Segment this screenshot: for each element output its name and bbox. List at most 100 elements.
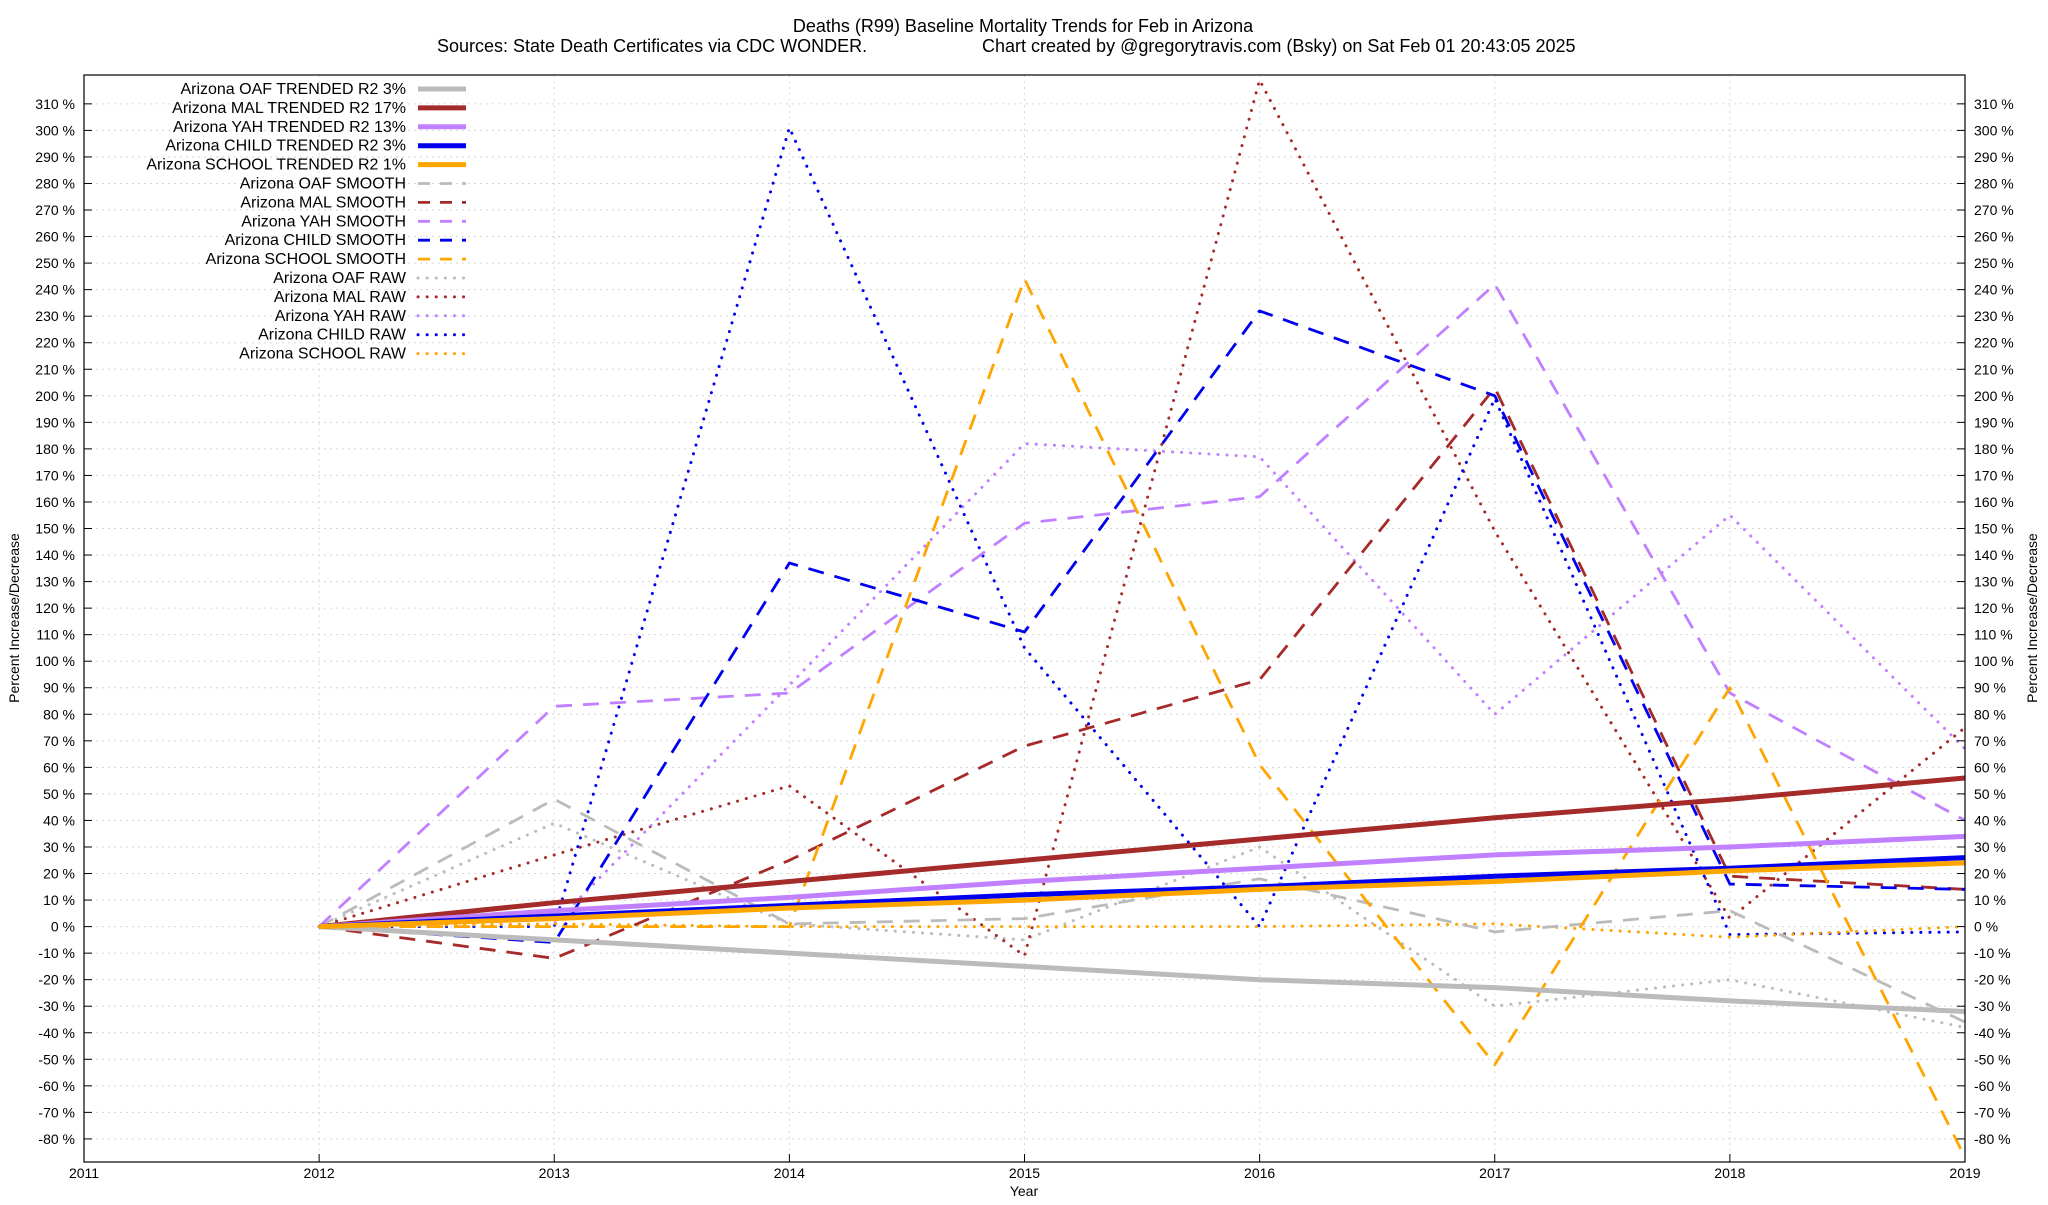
legend-label: Arizona YAH SMOOTH [241,213,406,230]
y-tick-label-right: 100 % [1974,653,2014,669]
y-tick-label-left: -60 % [38,1078,75,1094]
y-tick-label-left: 200 % [35,388,75,404]
y-tick-label-left: 220 % [35,335,75,351]
y-tick-label-left: 250 % [35,255,75,271]
y-tick-label-right: 260 % [1974,229,2014,245]
y-tick-label-left: 210 % [35,361,75,377]
y-tick-label-left: 190 % [35,414,75,430]
y-tick-label-right: 90 % [1974,680,2006,696]
y-tick-label-right: 310 % [1974,96,2014,112]
y-tick-label-left: 230 % [35,308,75,324]
x-tick-label: 2014 [774,1165,805,1181]
y-tick-label-right: 20 % [1974,866,2006,882]
y-tick-label-left: 180 % [35,441,75,457]
legend: Arizona OAF TRENDED R2 3% Arizona MAL TRE… [146,81,468,363]
y-tick-label-left: -20 % [38,972,75,988]
chart-subtitle-sources: Sources: State Death Certificates via CD… [437,36,867,56]
y-tick-label-left: 140 % [35,547,75,563]
y-tick-label-left: 10 % [43,892,75,908]
legend-label: Arizona CHILD SMOOTH [225,232,406,249]
series-line-dash-5 [318,797,1966,1024]
legend-label: Arizona YAH TRENDED R2 13% [173,119,406,136]
y-tick-label-right: -30 % [1974,998,2011,1014]
legend-label: Arizona SCHOOL SMOOTH [206,251,406,268]
series-line-dot-14 [317,922,1967,939]
y-tick-label-right: 10 % [1974,892,2006,908]
x-tick-label: 2011 [69,1165,99,1181]
y-tick-label-right: 170 % [1974,467,2014,483]
y-tick-label-left: 280 % [35,175,75,191]
series-line-solid-1 [318,775,1966,930]
y-tick-label-left: 80 % [43,706,75,722]
series-line-solid-3 [318,855,1966,930]
y-tick-label-left: 60 % [43,759,75,775]
y-tick-label-right: -50 % [1974,1051,2011,1067]
series-line-dot-13 [317,126,1967,937]
legend-label: Arizona MAL SMOOTH [240,194,406,211]
y-tick-label-right: 70 % [1974,733,2006,749]
x-tick-label: 2019 [1949,1165,1980,1181]
y-tick-label-right: -40 % [1974,1025,2011,1041]
y-tick-label-right: 40 % [1974,812,2006,828]
y-tick-label-right: 180 % [1974,441,2014,457]
y-tick-label-right: 130 % [1974,574,2014,590]
y-tick-label-left: 310 % [35,96,75,112]
y-tick-label-left: 30 % [43,839,75,855]
series-line-solid-2 [318,833,1966,930]
series-line-solid-4 [319,860,1966,930]
y-tick-label-left: 40 % [43,812,75,828]
y-tick-label-right: 190 % [1974,414,2014,430]
legend-label: Arizona CHILD TRENDED R2 3% [165,138,406,155]
y-tick-label-left: 0 % [51,919,75,935]
chart-title: Deaths (R99) Baseline Mortality Trends f… [793,16,1254,36]
y-tick-label-right: 240 % [1974,282,2014,298]
y-tick-label-right: 140 % [1974,547,2014,563]
y-tick-label-left: 90 % [43,680,75,696]
legend-label: Arizona MAL RAW [274,289,407,306]
series-line-dash-7 [318,282,1966,928]
y-tick-label-right: 270 % [1974,202,2014,218]
series-line-solid-0 [318,924,1966,1014]
y-tick-label-left: 20 % [43,866,75,882]
x-tick-label: 2013 [539,1165,570,1181]
y-tick-label-left: 160 % [35,494,75,510]
x-tick-label: 2018 [1714,1165,1745,1181]
y-tick-label-right: 80 % [1974,706,2006,722]
y-tick-label-left: 150 % [35,521,75,537]
chart-subtitle-credit: Chart created by @gregorytravis.com (Bsk… [982,36,1576,56]
y-tick-label-right: 60 % [1974,759,2006,775]
legend-label: Arizona SCHOOL TRENDED R2 1% [146,157,406,174]
y-tick-label-right: 50 % [1974,786,2006,802]
y-axis-label-right: Percent Increase/Decrease [2024,533,2040,703]
y-tick-label-left: -80 % [38,1131,75,1147]
y-tick-label-right: 160 % [1974,494,2014,510]
y-tick-label-right: 150 % [1974,521,2014,537]
x-tick-label: 2017 [1479,1165,1510,1181]
y-tick-label-right: 30 % [1974,839,2006,855]
x-tick-label: 2015 [1009,1165,1040,1181]
y-tick-label-left: 130 % [35,574,75,590]
legend-label: Arizona OAF TRENDED R2 3% [180,81,406,98]
x-axis-label: Year [1010,1183,1039,1199]
y-tick-label-right: 300 % [1974,122,2014,138]
axis-ticks: -80 % -80 % -70 % -70 % -60 % -60 % -50 % -50 %… [35,96,2013,1181]
legend-label: Arizona OAF RAW [273,270,407,287]
y-tick-label-right: -80 % [1974,1131,2011,1147]
legend-label: Arizona OAF SMOOTH [240,176,406,193]
series-line-dash-9 [319,277,1967,1159]
y-tick-label-right: -10 % [1974,945,2011,961]
series-group [317,78,1967,1159]
y-tick-label-left: -40 % [38,1025,75,1041]
y-tick-label-right: 220 % [1974,335,2014,351]
y-tick-label-right: 210 % [1974,361,2014,377]
y-tick-label-left: 100 % [35,653,75,669]
y-tick-label-left: 50 % [43,786,75,802]
y-tick-label-left: 270 % [35,202,75,218]
legend-label: Arizona CHILD RAW [258,327,407,344]
legend-label: Arizona MAL TRENDED R2 17% [172,100,406,117]
y-tick-label-right: 120 % [1974,600,2014,616]
y-tick-label-left: 290 % [35,149,75,165]
y-tick-label-left: -10 % [38,945,75,961]
y-tick-label-right: 230 % [1974,308,2014,324]
